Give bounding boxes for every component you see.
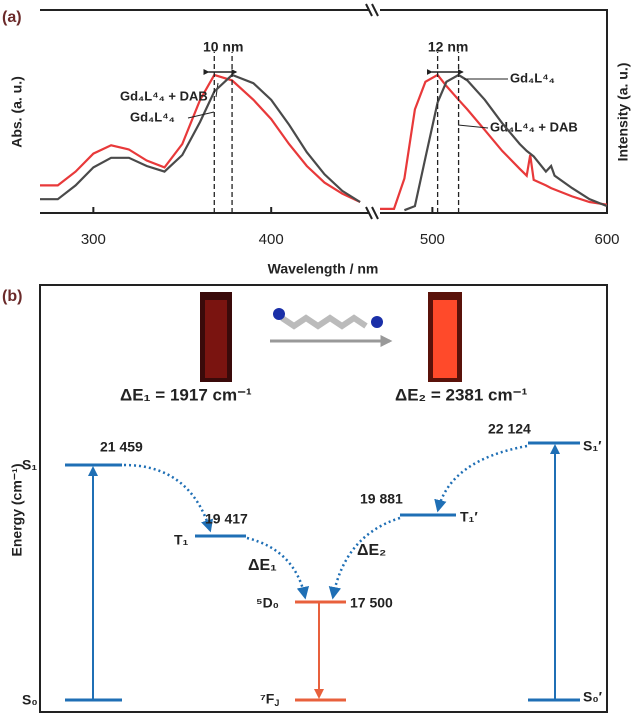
- panel-label: (a): [2, 9, 22, 26]
- leader-line: [457, 124, 489, 129]
- subscript: J: [274, 698, 279, 708]
- energy-diagram: ΔE₁ = 1917 cm⁻¹ ΔE₂ = 2381 cm⁻¹ Energy (…: [9, 284, 608, 713]
- level-label: S₁′: [583, 438, 602, 454]
- spectrum-line: [380, 73, 608, 210]
- level-label: S₀′: [583, 689, 603, 705]
- x-tick-label: 600: [594, 231, 619, 248]
- energy-label: 21 459: [100, 439, 143, 455]
- axis-break: [365, 3, 379, 220]
- transfer-arrow: [328, 516, 401, 600]
- series-label: Gd₄L⁴₄ + DAB: [120, 88, 208, 103]
- energy-label: 19 417: [205, 511, 248, 527]
- x-tick-label: 500: [420, 231, 445, 248]
- spectra: Wavelength / nm Abs. (a. u.) Intensity (…: [9, 3, 631, 277]
- panel-label: (b): [2, 288, 22, 305]
- spectrum-line: [40, 73, 361, 203]
- y-axis-label: Abs. (a. u.): [9, 76, 25, 148]
- axes-frame: [40, 9, 608, 214]
- level-label: S₁: [22, 457, 37, 473]
- level-label: ⁷FJ: [260, 691, 279, 709]
- arrow-label: ΔE₂: [357, 542, 386, 559]
- level-label: T₁′: [460, 509, 478, 525]
- shift-label: 10 nm: [203, 39, 243, 55]
- delta-e-label: ΔE₂ = 2381 cm⁻¹: [395, 385, 528, 404]
- level-label: T₁: [174, 532, 189, 548]
- delta-e-label: ΔE₁ = 1917 cm⁻¹: [120, 385, 252, 404]
- level-label: ⁵D₀: [256, 595, 279, 611]
- y-axis-label: Intensity (a. u.): [615, 63, 631, 162]
- cuvette-solution: [205, 300, 227, 378]
- atom: [371, 316, 383, 328]
- x-tick-label: 300: [81, 231, 106, 248]
- isc-arrow: [434, 444, 528, 513]
- spectrum-line: [403, 73, 608, 212]
- atom: [273, 308, 285, 320]
- x-axis-label: Wavelength / nm: [268, 261, 379, 277]
- arrow-label: ΔE₁: [248, 557, 277, 574]
- level-label: S₀: [22, 692, 38, 708]
- series-label: Gd₄L⁴₄: [510, 70, 555, 85]
- molecule: [280, 314, 368, 330]
- leader-line: [187, 111, 215, 119]
- cuvette-solution: [433, 300, 457, 378]
- isc-arrow: [123, 463, 214, 533]
- shift-label: 12 nm: [428, 39, 468, 55]
- x-tick-label: 400: [259, 231, 284, 248]
- y-axis-label: Energy (cm⁻¹): [9, 464, 25, 557]
- energy-label: 17 500: [350, 595, 393, 611]
- series-label: Gd₄L⁴₄: [130, 109, 175, 124]
- series-label: Gd₄L⁴₄ + DAB: [490, 119, 578, 134]
- energy-label: 19 881: [360, 491, 403, 507]
- spectrum-line: [40, 73, 361, 203]
- energy-label: 22 124: [488, 421, 531, 437]
- panel-frame: [39, 284, 608, 713]
